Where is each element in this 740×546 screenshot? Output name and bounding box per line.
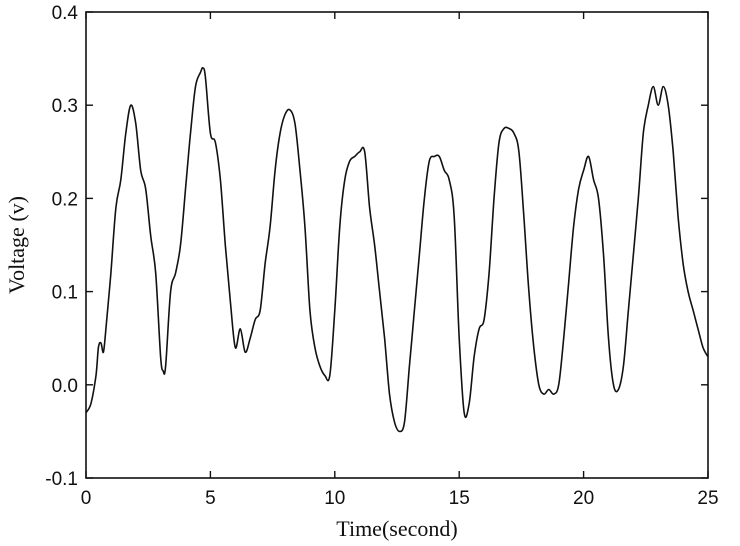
- x-tick-labels: 0 5 10 15 20 25: [81, 488, 719, 509]
- x-tick-label: 25: [697, 488, 718, 509]
- x-tick-label: 5: [205, 488, 216, 509]
- x-tick-label: 10: [324, 488, 345, 509]
- x-tick-label: 0: [81, 488, 92, 509]
- plot-frame: [85, 11, 709, 479]
- y-tick-label: -0.1: [45, 469, 78, 490]
- y-tick-label: 0.0: [52, 376, 78, 397]
- y-ticks: [86, 11, 708, 479]
- y-tick-labels: -0.1 0.0 0.1 0.2 0.3 0.4: [45, 3, 78, 490]
- x-tick-label: 20: [573, 488, 594, 509]
- y-tick-label: 0.2: [52, 189, 78, 210]
- x-tick-label: 15: [449, 488, 470, 509]
- voltage-series-line: [85, 66, 709, 433]
- y-axis-title: Voltage (v): [4, 196, 29, 294]
- x-ticks: [85, 12, 709, 478]
- y-tick-label: 0.4: [52, 3, 79, 24]
- y-tick-label: 0.1: [52, 283, 78, 304]
- y-tick-label: 0.3: [52, 96, 78, 117]
- x-axis-title: Time(second): [336, 516, 457, 541]
